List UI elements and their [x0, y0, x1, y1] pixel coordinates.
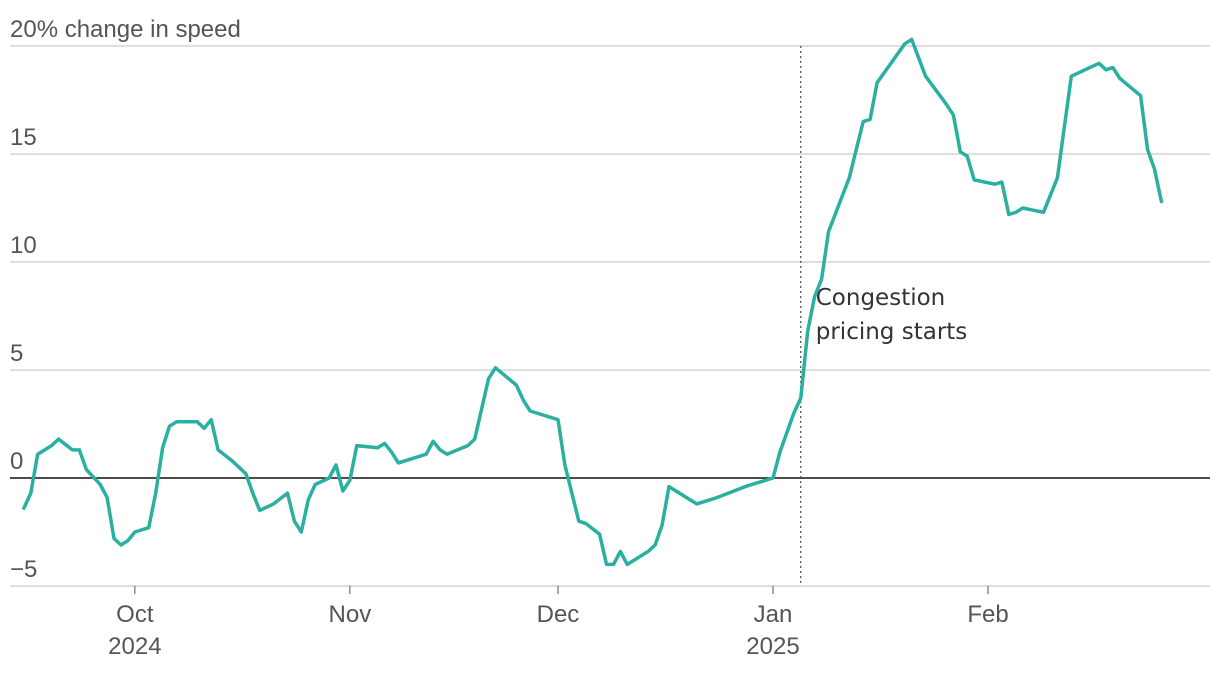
y-tick-label: 0	[10, 448, 23, 475]
x-axis-ticks: Oct 2024 Nov Dec Jan 2025 Feb	[108, 586, 1009, 660]
speed-change-series-line	[22, 37, 1164, 567]
series	[22, 37, 1164, 567]
y-tick-label: 15	[10, 124, 37, 151]
y-axis-ticks: 20% change in speed 15 10 5 0 −5	[10, 16, 241, 583]
annotation-line-1: Congestion	[816, 285, 946, 311]
x-tick-label: Feb	[967, 601, 1008, 628]
annotation: Congestion pricing starts	[800, 46, 968, 586]
grid-lines	[10, 45, 1210, 587]
annotation-line-2: pricing starts	[816, 319, 968, 345]
x-tick-label: Nov	[329, 601, 372, 628]
x-tick-label: Dec	[537, 601, 580, 628]
x-tick-year-label: 2024	[108, 633, 161, 660]
x-tick-label: Jan	[754, 601, 793, 628]
x-tick-label: Oct	[116, 601, 154, 628]
congestion-pricing-annotation: Congestion pricing starts	[816, 285, 968, 345]
y-tick-label: 20% change in speed	[10, 16, 241, 43]
x-tick-year-label: 2025	[746, 633, 799, 660]
y-tick-label: −5	[10, 556, 37, 583]
y-tick-label: 5	[10, 340, 23, 367]
y-tick-label: 10	[10, 232, 37, 259]
